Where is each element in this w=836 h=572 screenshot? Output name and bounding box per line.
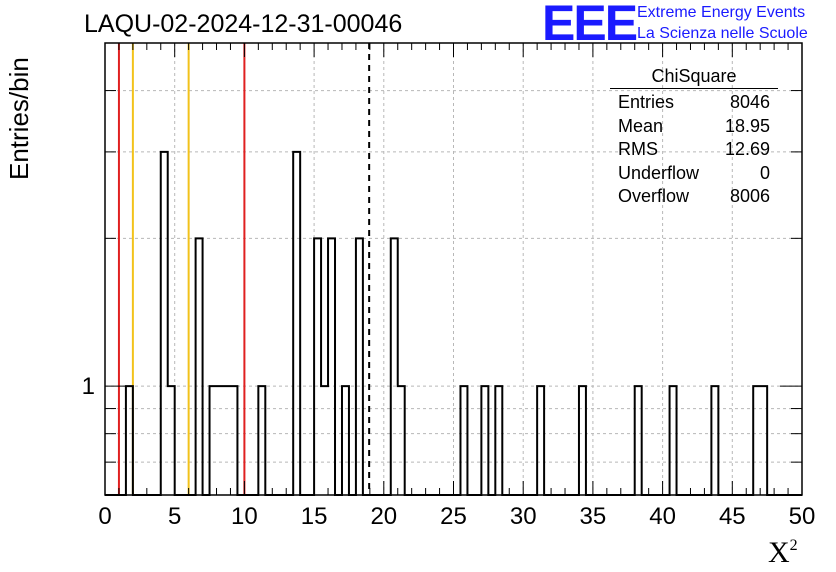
histogram-bin [161,152,168,495]
histogram-bin [168,386,175,495]
x-tick-label: 15 [301,503,328,530]
histogram-bin [223,386,230,495]
x-tick-label: 0 [98,503,111,530]
histogram-bin [328,238,335,495]
histogram-bin [196,238,203,495]
histogram-bin [635,386,642,495]
histogram-bin [342,386,349,495]
histogram-bin [481,386,488,495]
axis-ticks [104,43,803,495]
stats-value: 18.95 [724,115,770,136]
x-tick-label: 5 [168,503,181,530]
stats-row-overflow: Overflow 8006 [610,185,778,209]
x-tick-label: 40 [649,503,676,530]
histogram-bin [293,152,300,495]
stats-value: 8046 [729,92,770,112]
histogram-bin [495,386,502,495]
histogram-bin [460,386,467,495]
chart-title: LAQU-02-2024-12-31-00046 [84,10,403,38]
histogram-bin [217,386,224,495]
x-tick-label: 30 [510,503,537,530]
stats-value: 8006 [729,186,770,206]
histogram-bin [711,386,718,495]
stats-label: RMS [618,139,658,159]
logo-line-1: Extreme Energy Events [637,4,806,21]
y-tick-label: 1 [82,373,95,400]
histogram-bin [391,238,398,495]
x-tick-label: 10 [231,503,258,530]
histogram-bin [753,386,760,495]
histogram-bin [258,386,265,495]
histogram-bin [579,386,586,495]
histogram-bin [314,238,321,495]
x-tick-label: 45 [719,503,746,530]
x-axis-label: X2 [768,536,798,569]
x-tick-label: 50 [789,503,816,530]
histogram-bin [230,386,237,495]
eee-logo: EEE [542,0,638,51]
stats-row-mean: Mean 18.95 [610,115,778,139]
histogram-bin [760,386,767,495]
stats-label: Mean [618,115,664,136]
histogram-bin [210,386,217,495]
stats-value: 0 [759,162,770,183]
stats-box: ChiSquare Entries 8046 Mean 18.95 RMS 12… [610,66,778,209]
stats-row-entries: Entries 8046 [610,91,778,115]
histogram-bin [398,386,405,495]
stats-value: 12.69 [724,139,770,159]
y-axis-label: Entries/bin [4,57,34,180]
stats-label: Overflow [618,186,690,206]
histogram-bin [670,386,677,495]
stats-row-rms: RMS 12.69 [610,138,778,162]
stats-row-underflow: Underflow 0 [610,162,778,186]
x-tick-label: 20 [370,503,397,530]
histogram-bin [126,386,133,495]
x-tick-label: 25 [440,503,467,530]
logo-line-2: La Scienza nelle Scuole [637,25,808,42]
x-tick-label: 35 [580,503,607,530]
stats-label: Entries [618,92,675,112]
reference-lines [117,43,371,495]
histogram-bin [537,386,544,495]
histogram-bin [321,386,328,495]
axis-tick-labels: 0 5 10 15 20 25 30 35 40 45 50 1 [82,373,816,530]
stats-title: ChiSquare [610,66,778,89]
stats-label: Underflow [618,162,700,183]
histogram-bin [356,238,363,495]
